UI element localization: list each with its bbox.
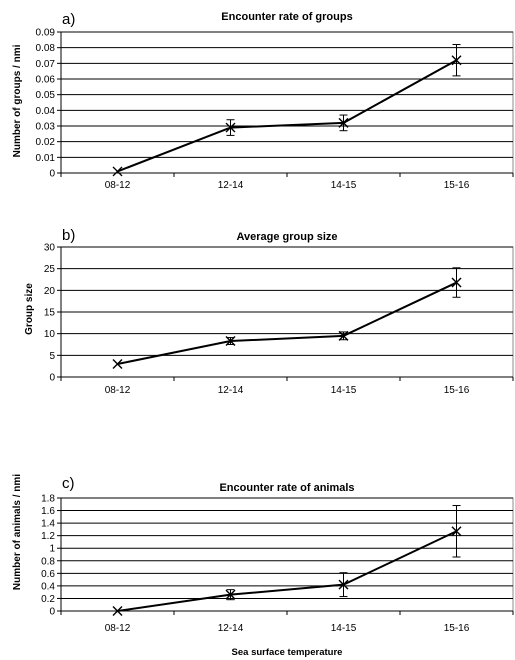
y-tick-label: 0.06	[36, 75, 56, 86]
y-tick-label: 20	[44, 286, 56, 297]
y-axis-label: Number of groups / nmi	[12, 44, 23, 157]
y-tick-label: 0.2	[41, 594, 55, 605]
y-tick-label: 25	[44, 264, 56, 275]
data-point-marker	[338, 117, 349, 128]
x-tick-label: 14-15	[331, 623, 357, 634]
y-axis-label: Number of animals / nmi	[12, 474, 23, 590]
y-tick-label: 0.08	[36, 43, 56, 54]
x-tick-label: 12-14	[218, 385, 244, 396]
series-line	[117, 530, 457, 612]
data-point-marker	[338, 579, 349, 590]
x-tick-label: 12-14	[218, 180, 244, 191]
x-tick-label: 12-14	[218, 623, 244, 634]
data-point-marker	[225, 122, 236, 133]
x-tick-label: 08-12	[105, 180, 131, 191]
data-point-marker	[112, 606, 123, 616]
y-tick-label: 0.09	[36, 28, 56, 39]
series-line	[117, 59, 457, 173]
y-axis-label: Group size	[24, 283, 35, 335]
x-tick-label: 14-15	[331, 180, 357, 191]
y-tick-label: 0	[49, 373, 55, 384]
y-tick-label: 0.07	[36, 59, 56, 70]
plot-area	[60, 497, 514, 612]
x-tick-label: 15-16	[444, 180, 470, 191]
y-tick-label: 0.4	[41, 581, 55, 592]
chart-panel-b: b) Average group size Group size 0 5 10 15 2…	[24, 227, 514, 396]
data-point-marker	[451, 55, 462, 66]
y-tick-label: 1.6	[41, 506, 55, 517]
x-tick-label: 14-15	[331, 385, 357, 396]
y-tick-label: 1	[49, 544, 55, 555]
y-tick-label: 0.05	[36, 90, 56, 101]
data-point-marker	[225, 589, 236, 600]
plot-area	[60, 31, 514, 174]
panel-label: a)	[62, 11, 75, 28]
data-point-marker	[225, 336, 236, 347]
y-tick-label: 30	[44, 243, 56, 254]
y-tick-label: 1.4	[41, 519, 55, 530]
y-tick-label: 10	[44, 329, 56, 340]
x-tick-label: 08-12	[105, 385, 131, 396]
x-tick-label: 08-12	[105, 623, 131, 634]
data-point-marker	[112, 359, 123, 369]
chart-title: Encounter rate of animals	[219, 482, 354, 494]
data-point-marker	[338, 330, 349, 341]
chart-title: Encounter rate of groups	[221, 11, 352, 23]
y-tick-label: 1.8	[41, 494, 55, 505]
data-point-marker	[451, 526, 462, 537]
y-tick-label: 1.2	[41, 531, 55, 542]
y-tick-label: 0.02	[36, 137, 56, 148]
panel-label: b)	[62, 227, 75, 244]
x-tick-label: 15-16	[444, 623, 470, 634]
y-tick-label: 0.6	[41, 569, 55, 580]
y-tick-label: 0.8	[41, 556, 55, 567]
y-tick-label: 0.04	[36, 106, 56, 117]
x-axis-label: Sea surface temperature	[232, 647, 343, 658]
data-point-marker	[112, 166, 123, 177]
x-tick-label: 15-16	[444, 385, 470, 396]
chart-title: Average group size	[236, 231, 337, 243]
y-tick-label: 0	[49, 607, 55, 618]
y-tick-label: 15	[44, 308, 56, 319]
data-point-marker	[451, 277, 462, 288]
series-line	[117, 281, 457, 365]
chart-panel-a: a) Encounter rate of groups Number of gr…	[12, 11, 514, 191]
panel-label: c)	[62, 475, 75, 492]
chart-panel-c: c) Encounter rate of animals Number of a…	[12, 474, 514, 658]
y-tick-label: 0.03	[36, 122, 56, 133]
y-tick-label: 0	[49, 169, 55, 180]
y-tick-label: 5	[49, 351, 55, 362]
y-tick-label: 0.01	[36, 153, 56, 164]
